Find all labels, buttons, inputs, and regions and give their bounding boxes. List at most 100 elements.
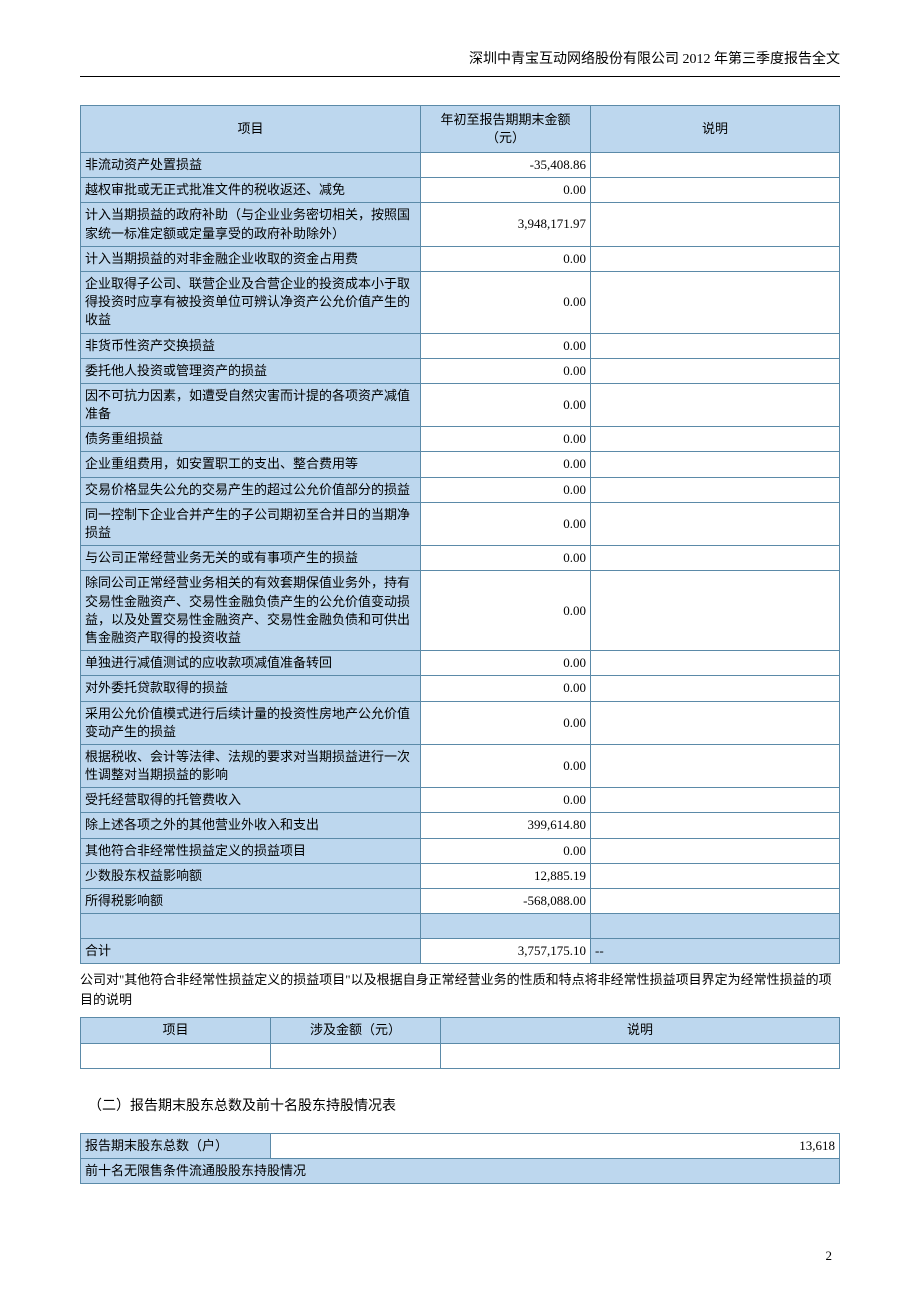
- item-cell: 根据税收、会计等法律、法规的要求对当期损益进行一次性调整对当期损益的影响: [81, 744, 421, 787]
- value-cell: 0.00: [421, 452, 591, 477]
- table-row: 对外委托贷款取得的损益0.00: [81, 676, 840, 701]
- table-row: 前十名无限售条件流通股股东持股情况: [81, 1158, 840, 1183]
- desc-cell: [591, 178, 840, 203]
- table-row: 所得税影响额-568,088.00: [81, 889, 840, 914]
- value-cell: 0.00: [421, 271, 591, 333]
- value-cell: 0.00: [421, 651, 591, 676]
- table-row: 同一控制下企业合并产生的子公司期初至合并日的当期净损益0.00: [81, 502, 840, 545]
- value-cell: 0.00: [421, 571, 591, 651]
- main-table: 项目 年初至报告期期末金额（元） 说明 非流动资产处置损益-35,408.86越…: [80, 105, 840, 964]
- desc-cell: [591, 452, 840, 477]
- desc-cell: [591, 651, 840, 676]
- table-row: 委托他人投资或管理资产的损益0.00: [81, 358, 840, 383]
- value-cell: -35,408.86: [421, 153, 591, 178]
- top10-label: 前十名无限售条件流通股股东持股情况: [81, 1158, 840, 1183]
- item-cell: 计入当期损益的政府补助（与企业业务密切相关，按照国家统一标准定额或定量享受的政府…: [81, 203, 421, 246]
- item-cell: 其他符合非经常性损益定义的损益项目: [81, 838, 421, 863]
- desc-cell: [591, 571, 840, 651]
- item-cell: 同一控制下企业合并产生的子公司期初至合并日的当期净损益: [81, 502, 421, 545]
- item-cell: 非流动资产处置损益: [81, 153, 421, 178]
- col-header-desc: 说明: [591, 106, 840, 153]
- value-cell: 0.00: [421, 178, 591, 203]
- item-cell: 企业重组费用，如安置职工的支出、整合费用等: [81, 452, 421, 477]
- desc-cell: [591, 246, 840, 271]
- desc-cell: [591, 838, 840, 863]
- table-row: 受托经营取得的托管费收入0.00: [81, 788, 840, 813]
- value-cell: 0.00: [421, 838, 591, 863]
- desc-cell: [591, 383, 840, 426]
- desc-cell: [591, 333, 840, 358]
- desc-cell: [591, 358, 840, 383]
- t2-col-item: 项目: [81, 1018, 271, 1043]
- value-cell: 0.00: [421, 358, 591, 383]
- value-cell: 0.00: [421, 546, 591, 571]
- table-row: 企业取得子公司、联营企业及合营企业的投资成本小于取得投资时应享有被投资单位可辨认…: [81, 271, 840, 333]
- value-cell: 0.00: [421, 676, 591, 701]
- table-row: [81, 1043, 840, 1068]
- value-cell: -568,088.00: [421, 889, 591, 914]
- table-row: 少数股东权益影响额12,885.19: [81, 863, 840, 888]
- item-cell: 计入当期损益的对非金融企业收取的资金占用费: [81, 246, 421, 271]
- item-cell: 所得税影响额: [81, 889, 421, 914]
- total-value: 3,757,175.10: [421, 939, 591, 964]
- desc-cell: [591, 203, 840, 246]
- value-cell: 0.00: [421, 333, 591, 358]
- item-cell: 除上述各项之外的其他营业外收入和支出: [81, 813, 421, 838]
- desc-cell: [591, 744, 840, 787]
- table-row: 除同公司正常经营业务相关的有效套期保值业务外，持有交易性金融资产、交易性金融负债…: [81, 571, 840, 651]
- total-row: 合计3,757,175.10--: [81, 939, 840, 964]
- item-cell: 单独进行减值测试的应收款项减值准备转回: [81, 651, 421, 676]
- section-title: （二）报告期末股东总数及前十名股东持股情况表: [88, 1095, 840, 1115]
- col-header-amount: 年初至报告期期末金额（元）: [421, 106, 591, 153]
- secondary-table: 项目 涉及金额（元） 说明: [80, 1017, 840, 1068]
- item-cell: 受托经营取得的托管费收入: [81, 788, 421, 813]
- desc-cell: [591, 546, 840, 571]
- table-row: 因不可抗力因素，如遭受自然灾害而计提的各项资产减值准备0.00: [81, 383, 840, 426]
- t2-col-desc: 说明: [441, 1018, 840, 1043]
- desc-cell: [591, 701, 840, 744]
- value-cell: 0.00: [421, 502, 591, 545]
- value-cell: 0.00: [421, 246, 591, 271]
- value-cell: 0.00: [421, 427, 591, 452]
- table-row: 计入当期损益的政府补助（与企业业务密切相关，按照国家统一标准定额或定量享受的政府…: [81, 203, 840, 246]
- table-row: 债务重组损益0.00: [81, 427, 840, 452]
- col-header-item: 项目: [81, 106, 421, 153]
- table-row: 企业重组费用，如安置职工的支出、整合费用等0.00: [81, 452, 840, 477]
- item-cell: 非货币性资产交换损益: [81, 333, 421, 358]
- desc-cell: [591, 889, 840, 914]
- table-row: 非流动资产处置损益-35,408.86: [81, 153, 840, 178]
- value-cell: 3,948,171.97: [421, 203, 591, 246]
- item-cell: 企业取得子公司、联营企业及合营企业的投资成本小于取得投资时应享有被投资单位可辨认…: [81, 271, 421, 333]
- table-row: 报告期末股东总数（户） 13,618: [81, 1133, 840, 1158]
- item-cell: 与公司正常经营业务无关的或有事项产生的损益: [81, 546, 421, 571]
- desc-cell: [591, 813, 840, 838]
- spacer-row: [81, 914, 840, 939]
- value-cell: 0.00: [421, 701, 591, 744]
- shareholder-table: 报告期末股东总数（户） 13,618 前十名无限售条件流通股股东持股情况: [80, 1133, 840, 1184]
- table-row: 与公司正常经营业务无关的或有事项产生的损益0.00: [81, 546, 840, 571]
- item-cell: 少数股东权益影响额: [81, 863, 421, 888]
- note-text: 公司对"其他符合非经常性损益定义的损益项目"以及根据自身正常经营业务的性质和特点…: [80, 970, 840, 1009]
- value-cell: 399,614.80: [421, 813, 591, 838]
- item-cell: 对外委托贷款取得的损益: [81, 676, 421, 701]
- table-row: 非货币性资产交换损益0.00: [81, 333, 840, 358]
- desc-cell: [591, 271, 840, 333]
- item-cell: 委托他人投资或管理资产的损益: [81, 358, 421, 383]
- desc-cell: [591, 863, 840, 888]
- value-cell: 12,885.19: [421, 863, 591, 888]
- item-cell: 采用公允价值模式进行后续计量的投资性房地产公允价值变动产生的损益: [81, 701, 421, 744]
- table-row: 采用公允价值模式进行后续计量的投资性房地产公允价值变动产生的损益0.00: [81, 701, 840, 744]
- desc-cell: [591, 676, 840, 701]
- desc-cell: [591, 427, 840, 452]
- total-desc: --: [591, 939, 840, 964]
- page-header-title: 深圳中青宝互动网络股份有限公司 2012 年第三季度报告全文: [80, 48, 840, 68]
- shareholder-count-label: 报告期末股东总数（户）: [81, 1133, 271, 1158]
- table-row: 除上述各项之外的其他营业外收入和支出399,614.80: [81, 813, 840, 838]
- table-row: 根据税收、会计等法律、法规的要求对当期损益进行一次性调整对当期损益的影响0.00: [81, 744, 840, 787]
- table-row: 其他符合非经常性损益定义的损益项目0.00: [81, 838, 840, 863]
- desc-cell: [591, 477, 840, 502]
- item-cell: 因不可抗力因素，如遭受自然灾害而计提的各项资产减值准备: [81, 383, 421, 426]
- desc-cell: [591, 788, 840, 813]
- value-cell: 0.00: [421, 383, 591, 426]
- desc-cell: [591, 153, 840, 178]
